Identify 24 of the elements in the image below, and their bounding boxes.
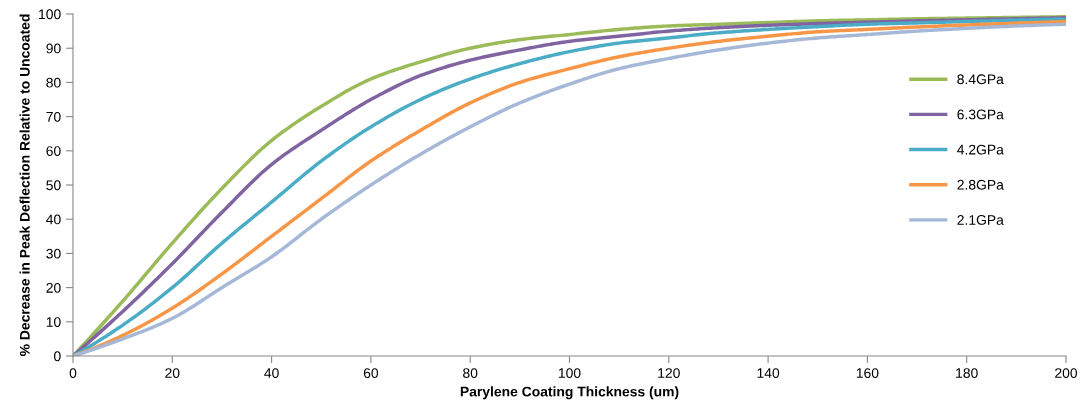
y-tick-label: 20 [46, 282, 61, 293]
x-tick-label: 180 [956, 368, 978, 379]
y-tick-label: 30 [46, 248, 61, 259]
x-tick-label: 20 [165, 368, 180, 379]
y-tick-label: 80 [46, 77, 61, 88]
y-tick-label: 90 [46, 43, 61, 54]
y-tick-label: 40 [46, 214, 61, 225]
y-tick-label: 100 [39, 9, 61, 20]
x-tick-label: 80 [463, 368, 478, 379]
y-tick-label: 50 [46, 180, 61, 191]
x-tick-label: 120 [658, 368, 680, 379]
y-tick-label: 60 [46, 146, 61, 156]
y-tick-label: 70 [46, 111, 61, 122]
x-axis-title: Parylene Coating Thickness (um) [460, 386, 679, 400]
x-tick-label: 0 [69, 368, 77, 379]
y-tick-label: 0 [54, 351, 61, 362]
x-tick-label: 100 [558, 368, 581, 379]
x-tick-label: 140 [757, 368, 780, 379]
y-tick-label: 10 [46, 317, 61, 327]
x-tick-label: 200 [1055, 368, 1078, 379]
x-tick-label: 160 [856, 368, 879, 379]
y-axis-title: % Decrease in Peak Deflection Relative to Uncoated [19, 14, 30, 356]
x-tick-label: 40 [264, 368, 279, 379]
x-tick-label: 60 [363, 368, 379, 379]
